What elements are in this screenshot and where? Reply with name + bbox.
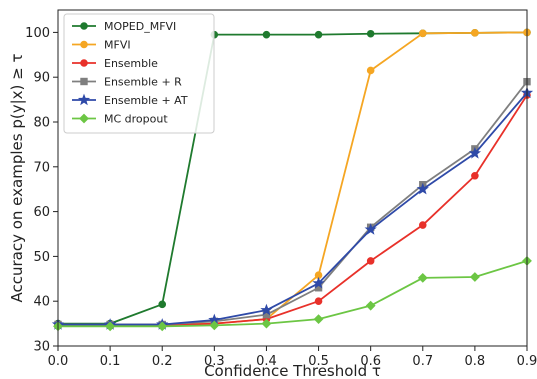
data-point bbox=[314, 30, 323, 39]
y-tick-label: 60 bbox=[33, 205, 50, 220]
legend-item: MOPED_MFVI bbox=[72, 20, 176, 33]
data-point bbox=[365, 300, 376, 311]
legend-label: MOPED_MFVI bbox=[104, 20, 176, 33]
data-point bbox=[157, 321, 168, 332]
y-tick-label: 80 bbox=[33, 116, 50, 131]
x-tick-label: 0.2 bbox=[152, 354, 173, 369]
y-tick-label: 50 bbox=[33, 250, 50, 265]
y-tick-label: 30 bbox=[33, 340, 50, 355]
data-point bbox=[158, 300, 167, 309]
data-point bbox=[418, 29, 427, 38]
legend-item: MC dropout bbox=[72, 113, 168, 126]
data-point bbox=[468, 146, 481, 159]
legend-swatch-marker bbox=[80, 22, 88, 30]
legend-label: Ensemble + R bbox=[104, 76, 182, 89]
legend-label: MFVI bbox=[104, 39, 131, 52]
ticks-layer: 0.0 0.1 0.2 0.3 0.4 0.5 0.6 0.7 0.8 0.9 30 40 50 60 70… bbox=[25, 26, 537, 369]
legend-swatch-marker bbox=[80, 77, 88, 86]
legend-item: Ensemble bbox=[72, 57, 158, 70]
data-point bbox=[262, 30, 271, 39]
legend-item: Ensemble + R bbox=[72, 76, 182, 89]
data-point bbox=[260, 303, 273, 316]
data-point bbox=[366, 29, 375, 38]
y-tick-label: 100 bbox=[25, 26, 50, 41]
legend-box bbox=[63, 13, 215, 134]
x-tick-label: 0.5 bbox=[308, 354, 329, 369]
plot-frame bbox=[57, 9, 528, 347]
legend-label: Ensemble + AT bbox=[104, 94, 188, 107]
data-point bbox=[471, 171, 479, 180]
data-point bbox=[314, 297, 323, 306]
series-line bbox=[58, 92, 528, 326]
legend-swatch-marker bbox=[77, 93, 91, 106]
data-point bbox=[366, 66, 375, 75]
data-point bbox=[105, 321, 116, 332]
x-tick-label: 0.6 bbox=[360, 354, 381, 369]
x-tick-label: 0.9 bbox=[517, 354, 537, 369]
x-tick-label: 0.7 bbox=[412, 354, 433, 369]
y-tick-label: 90 bbox=[33, 71, 50, 86]
x-tick-label: 0.4 bbox=[256, 354, 277, 369]
x-tick-label: 0.1 bbox=[100, 354, 121, 369]
x-axis-label: Confidence Threshold τ bbox=[204, 362, 381, 379]
data-point bbox=[417, 272, 428, 283]
legend-swatch-marker bbox=[80, 40, 88, 49]
data-point bbox=[418, 221, 427, 229]
data-point bbox=[416, 182, 429, 195]
data-point bbox=[366, 257, 375, 265]
legend-swatch-marker bbox=[79, 113, 89, 124]
data-point bbox=[261, 318, 272, 329]
legend: MOPED_MFVI MFVI Ensemble Ensemble + R Ensemb… bbox=[63, 13, 215, 134]
y-axis-label: Accuracy on examples p(y|x) ≥ τ bbox=[8, 53, 26, 302]
x-tick-label: 0.8 bbox=[465, 354, 486, 369]
legend-item: Ensemble + AT bbox=[72, 93, 188, 107]
data-point bbox=[313, 314, 324, 325]
y-tick-label: 40 bbox=[33, 295, 50, 310]
data-point bbox=[312, 276, 325, 289]
x-tick-label: 0.3 bbox=[204, 354, 225, 369]
legend-item: MFVI bbox=[72, 39, 131, 52]
series-line bbox=[58, 260, 528, 328]
data-point bbox=[364, 223, 377, 235]
data-point bbox=[471, 29, 479, 37]
legend-label: Ensemble bbox=[104, 57, 158, 70]
legend-swatch-marker bbox=[80, 59, 88, 67]
data-point bbox=[209, 320, 220, 331]
legend-label: MC dropout bbox=[104, 113, 168, 126]
y-tick-label: 70 bbox=[33, 160, 50, 175]
series-mc-dropout bbox=[53, 255, 532, 332]
x-tick-label: 0.0 bbox=[48, 354, 69, 369]
data-point bbox=[469, 272, 480, 282]
